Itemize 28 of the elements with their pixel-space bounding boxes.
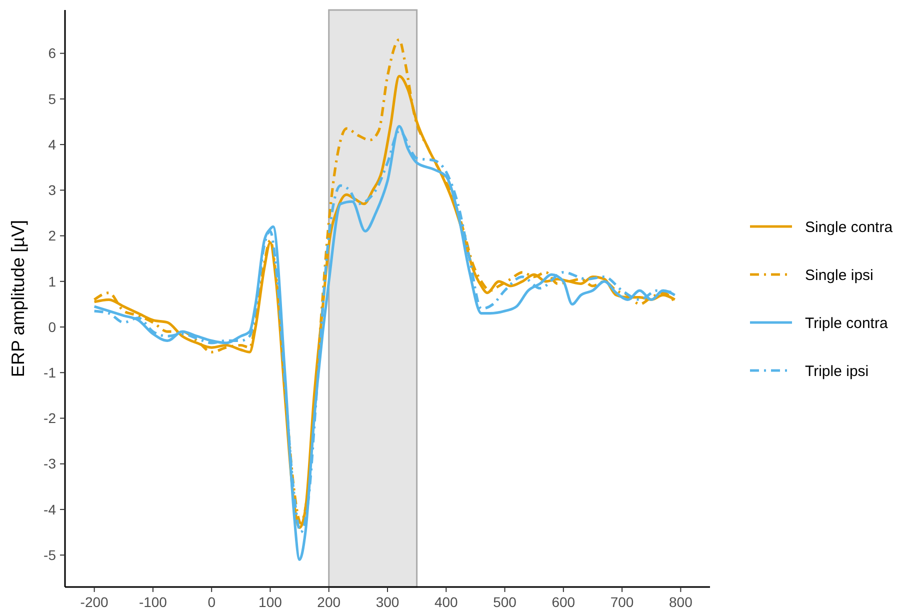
x-tick-label: 400 bbox=[434, 594, 458, 610]
x-tick-label: -200 bbox=[80, 594, 109, 610]
x-tick-label: 200 bbox=[317, 594, 341, 610]
y-tick-label: 3 bbox=[48, 182, 56, 198]
y-axis-title: ERP amplitude [µV] bbox=[8, 220, 28, 378]
y-tick-label: 2 bbox=[48, 228, 56, 244]
x-tick-label: 300 bbox=[376, 594, 400, 610]
x-tick-label: 100 bbox=[258, 594, 282, 610]
legend-label: Single ipsi bbox=[805, 266, 874, 284]
y-tick-label: -1 bbox=[44, 364, 56, 381]
y-tick-label: 0 bbox=[48, 318, 56, 335]
legend-label: Triple ipsi bbox=[805, 362, 869, 380]
y-tick-label: -3 bbox=[44, 456, 56, 472]
x-tick-label: 600 bbox=[552, 594, 576, 610]
y-tick-label: 4 bbox=[48, 136, 56, 152]
x-tick-label: 500 bbox=[493, 594, 517, 610]
legend-label: Single contra bbox=[805, 218, 894, 236]
y-tick-label: -5 bbox=[44, 546, 56, 563]
y-tick-label: -4 bbox=[44, 501, 56, 518]
legend-label: Triple contra bbox=[805, 314, 888, 332]
y-tick-label: -2 bbox=[44, 410, 56, 426]
y-tick-label: 6 bbox=[48, 45, 56, 62]
y-tick-label: 5 bbox=[48, 90, 56, 107]
x-tick-label: 800 bbox=[669, 594, 693, 610]
x-tick-label: 0 bbox=[208, 594, 216, 610]
x-tick-label: -100 bbox=[138, 594, 168, 610]
x-tick-label: 700 bbox=[610, 594, 634, 610]
y-tick-label: 1 bbox=[48, 273, 56, 290]
